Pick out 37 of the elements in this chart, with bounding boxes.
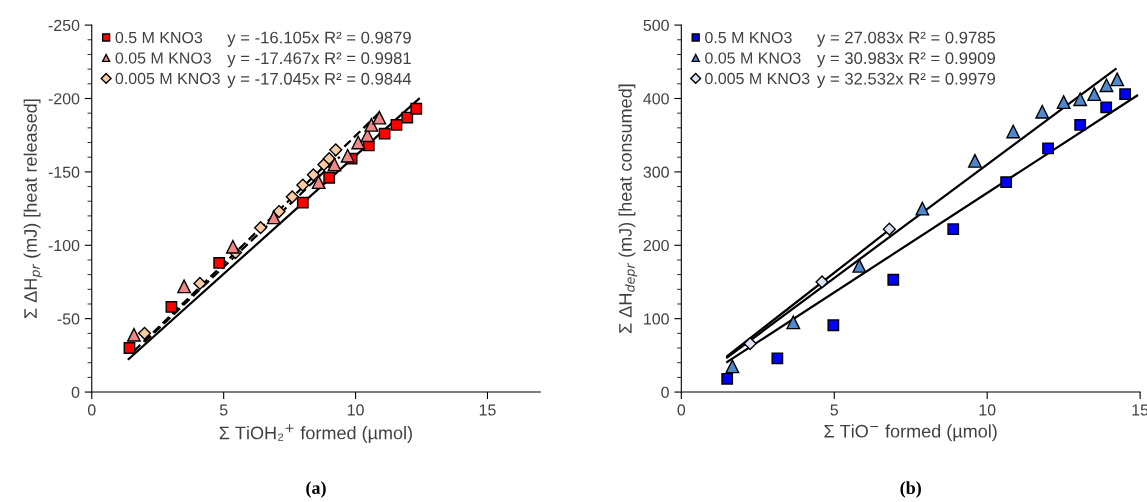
x-axis-title: Σ TiOH₂$^{+}$ formed (µmol) (219, 424, 412, 443)
y-tick-label: 500 (643, 19, 669, 32)
y-tick-label: -150 (48, 166, 80, 178)
y-tick-label: -100 (48, 239, 80, 252)
x-tick-label: 5 (219, 404, 228, 416)
y-tick-label: -50 (57, 313, 80, 325)
x-tick-label: 5 (830, 404, 839, 416)
x-tick-label: 0 (87, 404, 96, 416)
x-tick-label: 10 (347, 404, 364, 416)
text: (b) (900, 481, 921, 498)
legend-label: 0.5 M KNO3 (115, 31, 203, 44)
annotation: y = 30.983x R² = 0.9909 (817, 52, 996, 68)
y-tick-label: 100 (644, 313, 669, 325)
x-tick-label: 10 (979, 404, 996, 416)
y-tick-label: 300 (643, 166, 669, 178)
y-tick-label: -200 (48, 93, 80, 105)
x-axis-title: Σ TiO$^{−}$ formed (µmol) (824, 424, 997, 442)
text: (a) (306, 481, 326, 498)
annotation: y = 32.532x R² = 0.9979 (817, 72, 996, 88)
legend-label: 0.005 M KNO3 (705, 72, 810, 85)
x-tick-label: 0 (677, 404, 686, 416)
legend-label: 0.05 M KNO3 (115, 52, 211, 64)
annotation: y = -17.045x R² = 0.9844 (227, 72, 412, 88)
annotation: y = 27.083x R² = 0.9785 (817, 31, 996, 47)
y-tick-label: 200 (643, 239, 669, 252)
legend-label: 0.005 M KNO3 (115, 72, 220, 85)
legend-label: 0.5 M KNO3 (705, 31, 792, 44)
y-tick-label: 0 (661, 386, 669, 399)
x-tick-label: 15 (479, 404, 496, 416)
y-tick-label: -250 (48, 19, 80, 32)
y-axis-title: Σ ΔH$_{depr}$ (mJ) [heat consumed] (618, 84, 638, 333)
y-tick-label: 400 (643, 93, 669, 105)
legend-label: 0.05 M KNO3 (705, 52, 801, 64)
annotation: y = -17.467x R² = 0.9981 (227, 52, 411, 68)
y-tick-label: 0 (71, 386, 80, 399)
annotation: y = -16.105x R² = 0.9879 (227, 31, 411, 47)
y-axis-title: Σ ΔH$_{pr}$ (mJ) [heat released] (23, 99, 43, 319)
